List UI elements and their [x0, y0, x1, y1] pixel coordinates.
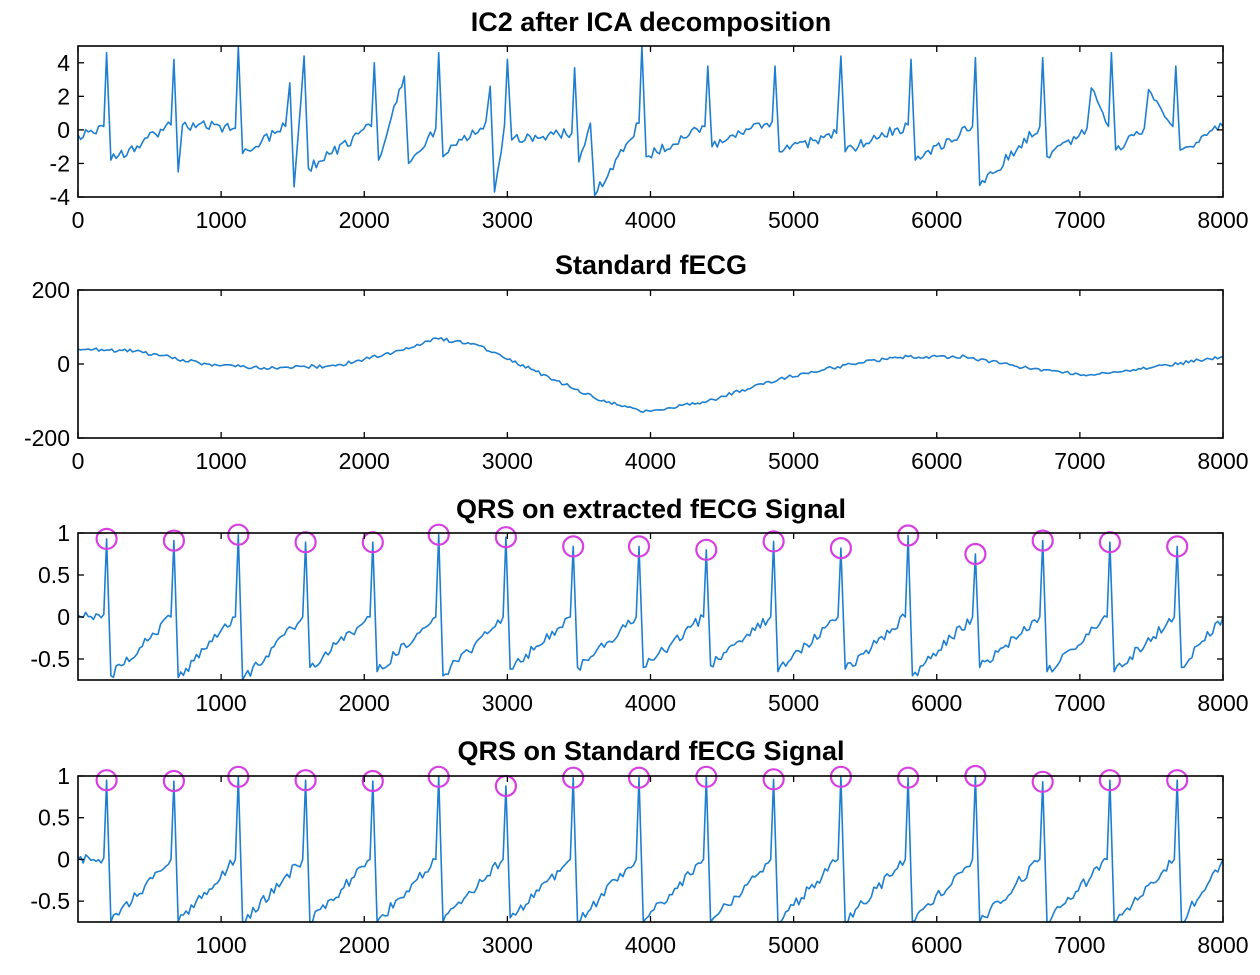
qrs-marker — [896, 524, 920, 547]
x-tick-label: 5000 — [768, 448, 819, 474]
plot-frame — [77, 45, 1224, 198]
qrs-marker — [1166, 535, 1189, 558]
qrs-marker — [494, 526, 517, 549]
x-tick-label: 3000 — [482, 932, 533, 958]
y-tick-label: 0 — [57, 351, 70, 377]
y-tick-label: 0.5 — [38, 805, 70, 831]
y-tick-label: 0.5 — [38, 562, 70, 588]
y-tick-label: -0.5 — [30, 646, 70, 672]
y-tick-label: 0 — [57, 846, 70, 872]
title-qrs-extracted: QRS on extracted fECG Signal — [456, 494, 846, 524]
signal-line — [77, 775, 1224, 923]
qrs-marker — [829, 536, 853, 560]
x-tick-label: 7000 — [1054, 207, 1105, 233]
x-tick-label: 1000 — [196, 932, 247, 958]
x-tick-label: 7000 — [1054, 690, 1105, 716]
qrs-marker — [1098, 769, 1122, 792]
x-tick-label: 4000 — [625, 932, 676, 958]
y-tick-label: 1 — [57, 520, 70, 546]
x-tick-label: 6000 — [911, 207, 962, 233]
panel-standard-fecg: Standard fECG 0 1000 2000 3000 4000 5000 6000 7… — [24, 250, 1249, 474]
qrs-marker — [964, 542, 987, 566]
x-tick-label: 3000 — [482, 448, 533, 474]
qrs-marker — [1031, 770, 1054, 793]
qrs-marker — [294, 769, 317, 792]
x-tick-label: 7000 — [1054, 448, 1105, 474]
y-tick-label: -2 — [50, 150, 70, 176]
title-ic2: IC2 after ICA decomposition — [471, 7, 832, 37]
signal-line — [77, 45, 1224, 197]
x-tick-label: 1000 — [196, 448, 247, 474]
x-tick-label: 1000 — [196, 207, 247, 233]
qrs-marker — [95, 527, 118, 551]
signal-line — [77, 336, 1224, 413]
qrs-marker — [762, 530, 785, 553]
panel-ic2: IC2 after ICA decomposition 0 1000 2000 300… — [50, 7, 1249, 233]
y-tick-label: -4 — [50, 184, 71, 210]
plot-frame — [77, 775, 1224, 923]
x-tick-label: 2000 — [339, 207, 390, 233]
qrs-marker — [1166, 769, 1189, 792]
x-tick-label: 6000 — [911, 448, 962, 474]
x-tick-label: 0 — [72, 207, 85, 233]
x-tick-label: 8000 — [1197, 207, 1248, 233]
x-tick-label: 8000 — [1197, 932, 1248, 958]
x-tick-label: 7000 — [1054, 932, 1105, 958]
qrs-marker — [1031, 529, 1054, 552]
qrs-marker — [562, 535, 585, 558]
qrs-marker — [95, 769, 118, 792]
x-tick-label: 1000 — [196, 690, 247, 716]
y-tick-label: 0 — [57, 117, 70, 143]
x-tick-label: 5000 — [768, 690, 819, 716]
qrs-marker — [762, 768, 785, 791]
y-tick-label: 2 — [57, 83, 70, 109]
x-tick-label: 3000 — [482, 207, 533, 233]
x-tick-label: 5000 — [768, 932, 819, 958]
y-tick-label: -0.5 — [30, 888, 70, 914]
x-tick-label: 2000 — [339, 932, 390, 958]
y-tick-label: 4 — [57, 50, 70, 76]
y-tick-label: 0 — [57, 604, 70, 630]
qrs-marker — [562, 766, 585, 789]
x-tick-label: 6000 — [911, 932, 962, 958]
x-tick-label: 4000 — [625, 207, 676, 233]
x-tick-label: 8000 — [1197, 690, 1248, 716]
title-qrs-standard: QRS on Standard fECG Signal — [457, 736, 844, 766]
y-tick-label: 200 — [32, 277, 70, 303]
x-tick-label: 4000 — [625, 448, 676, 474]
title-standard-fecg: Standard fECG — [555, 250, 747, 280]
qrs-marker — [896, 766, 920, 789]
signal-line — [77, 533, 1224, 681]
x-tick-label: 5000 — [768, 207, 819, 233]
qrs-marker — [227, 523, 250, 546]
x-tick-label: 4000 — [625, 690, 676, 716]
plot-frame — [77, 532, 1224, 681]
x-tick-label: 0 — [72, 448, 85, 474]
qrs-marker — [162, 769, 185, 793]
panel-qrs-extracted: QRS on extracted fECG Signal 1000 2000 300… — [30, 494, 1248, 716]
x-tick-label: 6000 — [911, 690, 962, 716]
x-tick-label: 8000 — [1197, 448, 1248, 474]
panel-qrs-standard: QRS on Standard fECG Signal 1000 2000 3000… — [30, 736, 1248, 958]
y-tick-label: 1 — [57, 763, 70, 789]
qrs-marker — [427, 523, 450, 546]
x-tick-label: 2000 — [339, 690, 390, 716]
y-tick-label: -200 — [24, 425, 70, 451]
qrs-marker — [627, 766, 651, 789]
x-tick-label: 2000 — [339, 448, 390, 474]
qrs-marker — [162, 529, 185, 552]
qrs-marker — [361, 769, 384, 793]
qrs-marker — [627, 535, 651, 558]
x-tick-label: 3000 — [482, 690, 533, 716]
plot-frame — [77, 289, 1224, 439]
qrs-marker — [695, 538, 718, 561]
